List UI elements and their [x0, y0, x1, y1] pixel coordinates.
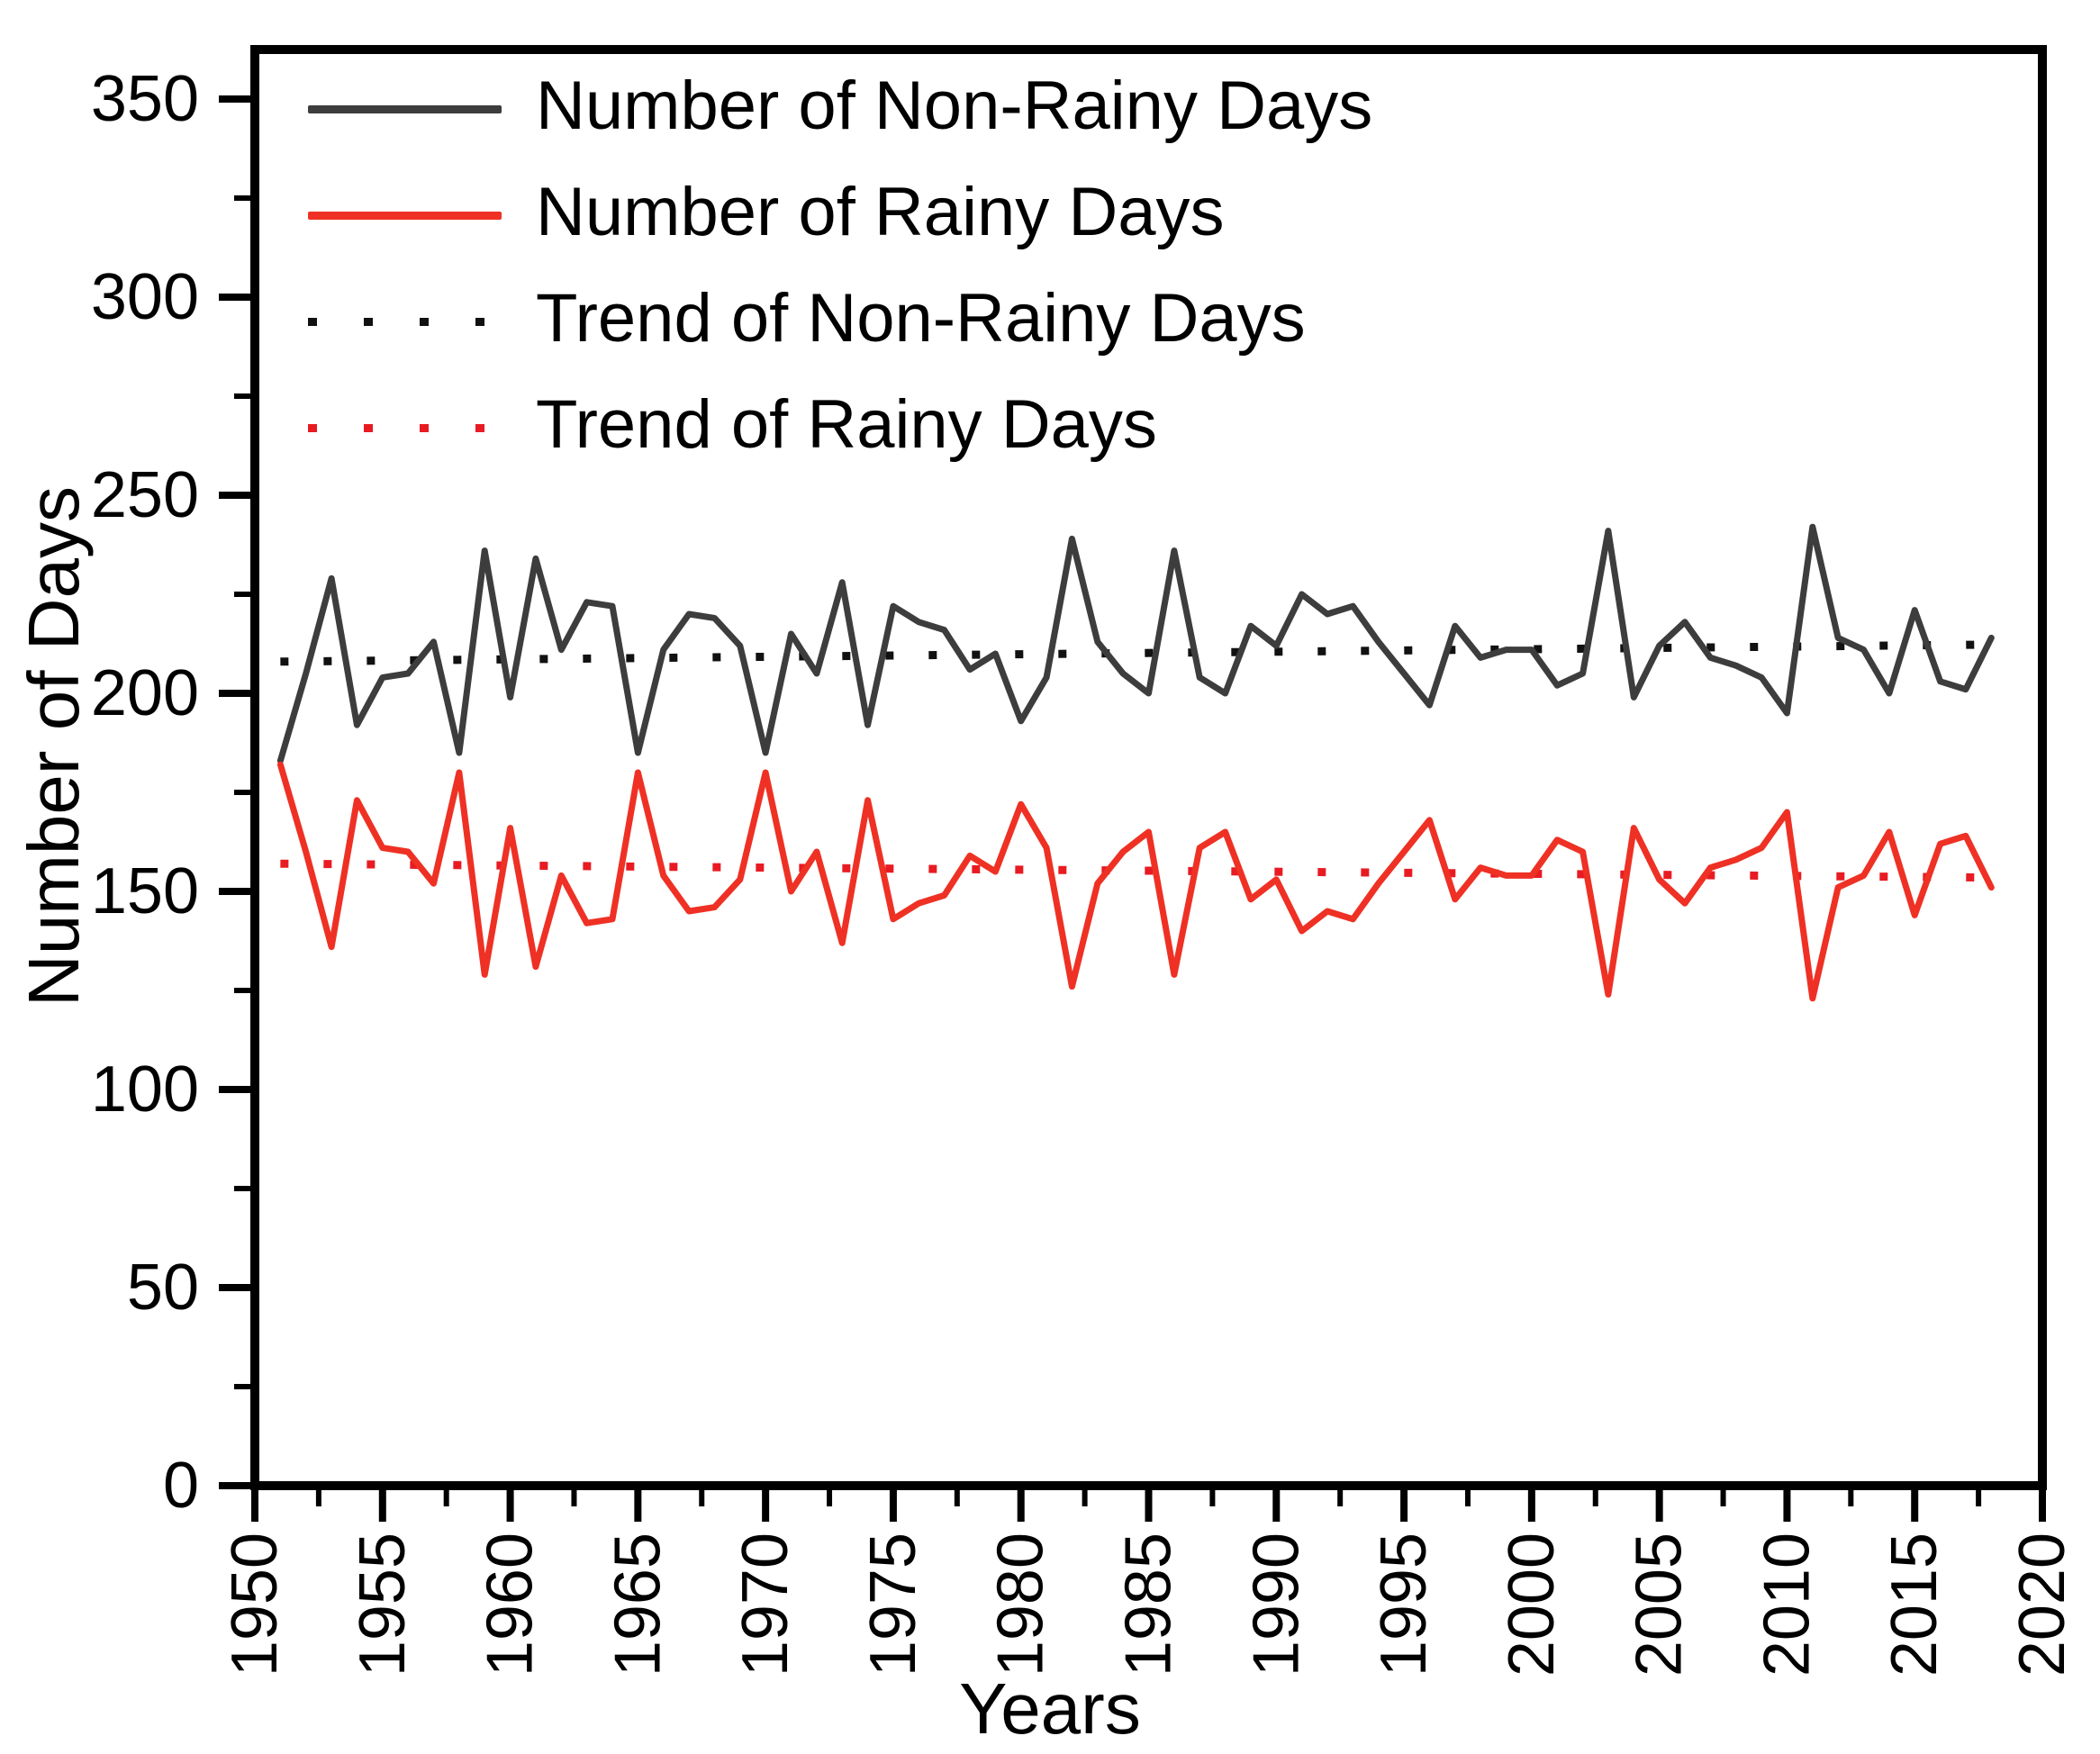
y-tick-label: 200 — [91, 657, 199, 729]
trend-line-rainy — [280, 859, 1992, 882]
x-tick-label: 1990 — [1240, 1532, 1312, 1677]
chart-legend: Number of Non-Rainy Days Number of Rainy… — [308, 56, 1372, 481]
legend-item-trend-non-rainy: Trend of Non-Rainy Days — [308, 268, 1372, 375]
y-tick-label: 350 — [91, 63, 199, 135]
y-axis-title: Number of Days — [14, 486, 94, 1007]
x-tick-label: 1970 — [729, 1532, 801, 1677]
x-tick-label: 2005 — [1624, 1532, 1696, 1677]
x-tick-label: 2020 — [2006, 1532, 2078, 1677]
legend-label-non-rainy: Number of Non-Rainy Days — [536, 68, 1373, 144]
x-tick-label: 1975 — [857, 1532, 929, 1677]
x-tick-label: 1985 — [1113, 1532, 1185, 1677]
legend-item-rainy: Number of Rainy Days — [308, 162, 1372, 268]
legend-dots-trend-rainy-icon — [308, 423, 502, 432]
legend-label-trend-non-rainy: Trend of Non-Rainy Days — [536, 280, 1306, 357]
legend-item-non-rainy: Number of Non-Rainy Days — [308, 56, 1372, 162]
y-tick-label: 100 — [91, 1053, 199, 1126]
x-tick-label: 2015 — [1878, 1532, 1951, 1677]
y-tick-label: 300 — [91, 261, 199, 333]
x-tick-label: 1995 — [1368, 1532, 1440, 1677]
y-tick-label: 50 — [127, 1252, 199, 1324]
y-tick-label: 250 — [91, 459, 199, 531]
x-tick-label: 1965 — [602, 1532, 674, 1677]
x-tick-label: 1950 — [219, 1532, 291, 1677]
legend-dots-trend-non-rainy-icon — [308, 317, 502, 326]
x-tick-label: 2010 — [1751, 1532, 1823, 1677]
legend-label-trend-rainy: Trend of Rainy Days — [536, 386, 1157, 463]
legend-line-rainy-icon — [308, 211, 502, 220]
y-tick-label: 150 — [91, 855, 199, 927]
legend-line-non-rainy-icon — [308, 104, 502, 113]
legend-item-trend-rainy: Trend of Rainy Days — [308, 375, 1372, 481]
x-axis-title: Years — [959, 1668, 1141, 1749]
x-tick-label: 1955 — [347, 1532, 419, 1677]
x-tick-label: 1980 — [985, 1532, 1057, 1677]
y-tick-label: 0 — [163, 1450, 199, 1522]
x-tick-label: 2000 — [1496, 1532, 1568, 1677]
legend-label-rainy: Number of Rainy Days — [536, 174, 1225, 250]
trend-line-non-rainy — [280, 640, 1992, 666]
non-rainy-days-line — [276, 523, 1995, 764]
x-tick-label: 1960 — [475, 1532, 547, 1677]
rainy-days-line — [276, 761, 1995, 1002]
